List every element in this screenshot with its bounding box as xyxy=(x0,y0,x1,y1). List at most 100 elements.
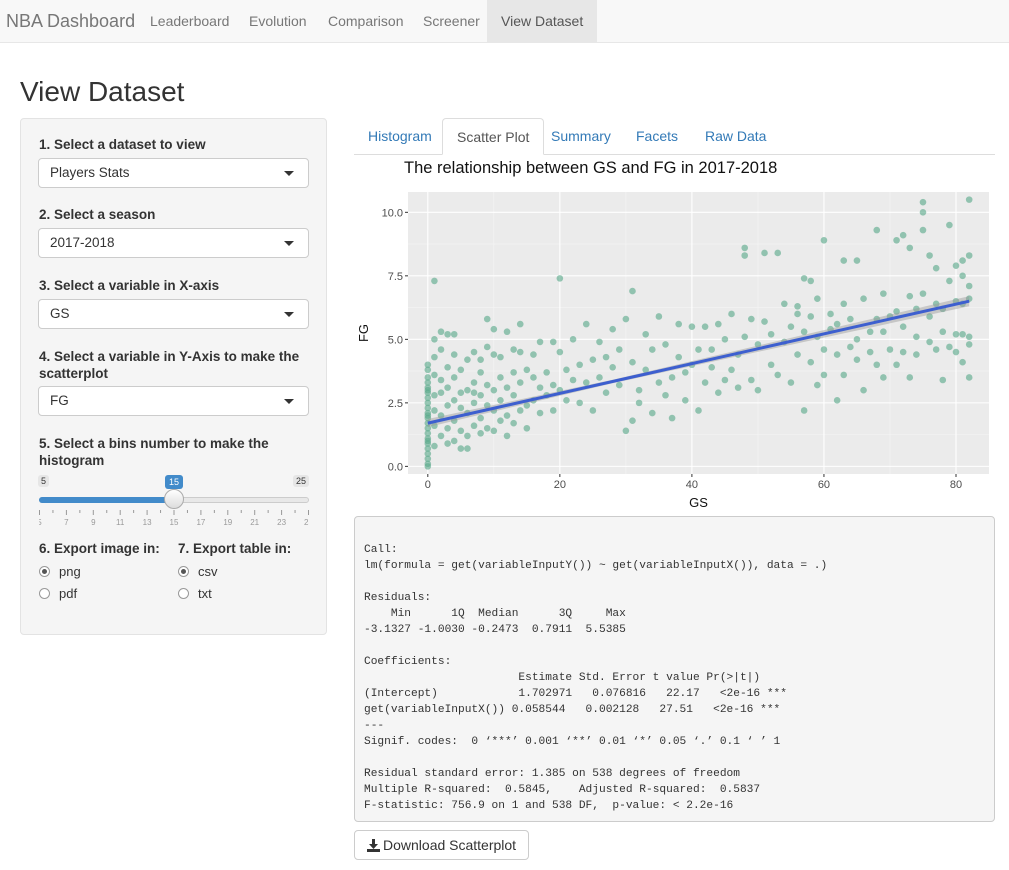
nav-view-dataset[interactable]: View Dataset xyxy=(487,0,598,42)
radio-unselected-icon xyxy=(39,588,50,599)
data-point xyxy=(906,244,914,252)
data-point xyxy=(807,313,815,320)
data-point xyxy=(946,221,953,229)
export-table-txt-option[interactable]: txt xyxy=(178,586,212,602)
data-point xyxy=(965,374,973,381)
data-point xyxy=(675,320,682,328)
tab-summary[interactable]: Summary xyxy=(551,128,611,144)
tab-facets[interactable]: Facets xyxy=(636,128,679,144)
data-point xyxy=(840,300,848,308)
export-table-csv-option[interactable]: csv xyxy=(178,564,218,580)
y-tick-label: 10.0 xyxy=(382,207,403,219)
data-point xyxy=(761,249,768,257)
tab-raw-data[interactable]: Raw Data xyxy=(705,128,767,144)
data-point xyxy=(701,323,709,330)
data-point xyxy=(530,351,537,358)
data-point xyxy=(847,315,854,323)
nav-screener[interactable]: Screener xyxy=(423,13,480,29)
data-point xyxy=(549,407,557,414)
x-variable-select[interactable]: GS xyxy=(38,299,309,329)
export-image-pdf-option[interactable]: pdf xyxy=(39,586,77,602)
data-point xyxy=(800,407,808,414)
data-point xyxy=(596,374,603,381)
data-point xyxy=(899,348,907,356)
data-point xyxy=(648,409,656,417)
data-point xyxy=(880,290,887,297)
data-point xyxy=(959,257,966,264)
sidebar-panel: 1. Select a dataset to view Players Stat… xyxy=(20,118,327,635)
data-point xyxy=(510,391,517,399)
data-point xyxy=(615,346,623,353)
data-point xyxy=(437,328,445,336)
data-point xyxy=(695,346,702,353)
data-point xyxy=(952,348,960,356)
bins-slider-handle[interactable] xyxy=(164,489,184,509)
data-point xyxy=(622,427,630,435)
download-icon xyxy=(367,839,380,852)
data-point xyxy=(820,371,828,379)
season-select[interactable]: 2017-2018 xyxy=(38,228,309,258)
y-variable-label: 4. Select a variable in Y-Axis to make t… xyxy=(39,349,300,381)
caret-down-icon xyxy=(284,399,294,404)
data-point xyxy=(939,376,947,384)
data-point xyxy=(794,351,801,358)
regression-line xyxy=(427,299,970,425)
data-point xyxy=(444,330,451,338)
data-point xyxy=(734,384,742,391)
dataset-value: Players Stats xyxy=(50,165,130,180)
season-label: 2. Select a season xyxy=(39,207,156,222)
data-point xyxy=(655,313,663,320)
x-tick-label: 20 xyxy=(554,479,566,491)
data-point xyxy=(437,432,445,440)
data-point xyxy=(477,356,484,363)
data-point xyxy=(563,397,570,404)
dataset-select[interactable]: Players Stats xyxy=(38,158,309,188)
data-point xyxy=(899,323,907,330)
caret-down-icon xyxy=(284,241,294,246)
data-point xyxy=(477,414,484,422)
data-point xyxy=(946,277,953,285)
data-point xyxy=(946,343,953,351)
radio-selected-icon xyxy=(178,566,189,577)
data-point xyxy=(932,300,940,308)
data-point xyxy=(774,371,782,379)
data-point xyxy=(589,356,597,363)
data-point xyxy=(450,397,458,404)
tab-scatter-plot[interactable]: Scatter Plot xyxy=(442,118,545,155)
y-variable-select[interactable]: FG xyxy=(38,386,309,416)
nav-leaderboard[interactable]: Leaderboard xyxy=(150,13,230,29)
data-point xyxy=(787,323,795,330)
data-point xyxy=(932,264,940,272)
x-tick-label: 60 xyxy=(818,479,830,491)
data-point xyxy=(728,310,735,318)
data-point xyxy=(523,424,531,432)
y-tick-label: 2.5 xyxy=(388,398,403,410)
data-point xyxy=(873,226,881,234)
nav-evolution[interactable]: Evolution xyxy=(249,13,307,29)
data-point xyxy=(470,399,478,407)
data-point xyxy=(767,361,775,369)
export-image-png-option[interactable]: png xyxy=(39,564,81,580)
download-scatterplot-button[interactable]: Download Scatterplot xyxy=(354,830,530,860)
data-point xyxy=(464,445,471,452)
data-point xyxy=(424,463,432,470)
y-tick-label: 7.5 xyxy=(388,271,403,283)
data-point xyxy=(913,351,920,358)
data-point xyxy=(424,366,432,374)
data-point xyxy=(569,336,577,343)
data-point xyxy=(615,381,623,389)
data-point xyxy=(503,412,511,419)
data-point xyxy=(470,379,478,386)
slider-tick-label: 7 xyxy=(64,518,69,527)
data-point xyxy=(444,402,451,409)
brand[interactable]: NBA Dashboard xyxy=(6,11,136,31)
data-point xyxy=(926,338,933,346)
data-point xyxy=(582,379,590,386)
data-point xyxy=(880,328,887,336)
data-point xyxy=(549,338,557,346)
data-point xyxy=(431,353,438,361)
nav-comparison[interactable]: Comparison xyxy=(328,13,404,29)
data-point xyxy=(536,338,544,346)
data-point xyxy=(847,343,854,351)
tab-histogram[interactable]: Histogram xyxy=(368,128,432,144)
